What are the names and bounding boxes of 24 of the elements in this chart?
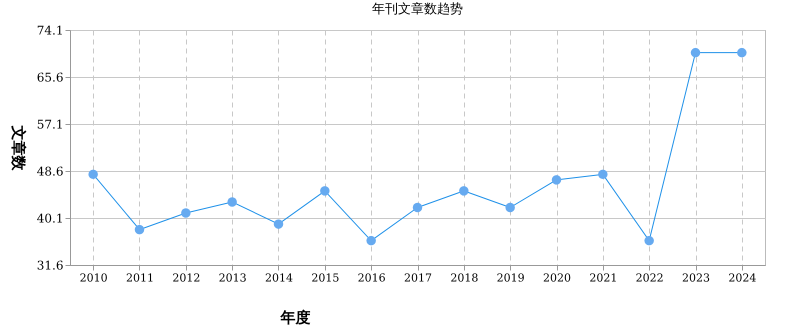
- x-tick-label: 2022: [636, 272, 664, 284]
- x-axis-title: 年度: [280, 308, 310, 326]
- x-tick-label: 2020: [543, 272, 571, 284]
- x-tick-label: 2013: [218, 272, 247, 284]
- x-tick-label: 2015: [311, 272, 340, 284]
- x-tick-label: 2010: [80, 272, 108, 284]
- x-tick-label: 2024: [728, 272, 756, 284]
- y-tick-label: 40.1: [36, 212, 64, 226]
- y-tick-label: 57.1: [36, 118, 64, 132]
- chart-title: 年刊文章数趋势: [372, 2, 463, 17]
- y-tick-label: 74.1: [36, 24, 64, 38]
- x-tick-label: 2018: [450, 272, 478, 284]
- x-tick-label: 2014: [265, 272, 293, 284]
- x-tick-label: 2016: [358, 272, 386, 284]
- x-tick-label: 2012: [172, 272, 200, 284]
- y-axis-title: 文章数: [10, 124, 28, 172]
- x-tick-label: 2017: [404, 272, 432, 284]
- y-tick-label: 65.6: [36, 70, 64, 84]
- x-tick-label: 2021: [589, 272, 618, 284]
- x-tick-label: 2023: [682, 272, 710, 284]
- y-tick-label: 31.6: [36, 258, 64, 272]
- x-tick-label: 2019: [496, 272, 525, 284]
- y-tick-label: 48.6: [36, 164, 64, 178]
- x-tick-label: 2011: [126, 272, 154, 284]
